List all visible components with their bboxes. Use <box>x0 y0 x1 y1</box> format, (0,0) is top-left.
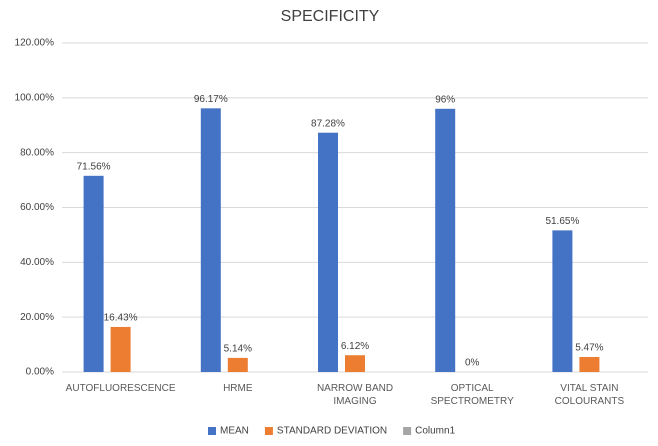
data-label: 5.47% <box>575 343 603 354</box>
x-tick-label: AUTOFLUORESCENCE <box>65 383 176 394</box>
data-label: 96.17% <box>194 94 228 105</box>
legend-swatch <box>264 427 273 435</box>
data-label: 71.56% <box>77 161 111 172</box>
bar <box>435 108 456 373</box>
data-label: 6.12% <box>341 341 369 352</box>
y-tick-label: 40.00% <box>20 257 54 268</box>
legend-label: MEAN <box>220 426 249 437</box>
y-tick-label: 100.00% <box>15 92 55 103</box>
bar <box>318 132 338 372</box>
bar <box>227 357 248 372</box>
bar <box>552 230 573 372</box>
y-tick-label: 120.00% <box>15 38 55 49</box>
y-tick-label: 80.00% <box>20 147 54 158</box>
data-label: 87.28% <box>311 118 345 129</box>
data-label: 5.14% <box>224 344 252 355</box>
y-tick-label: 20.00% <box>20 312 54 323</box>
legend-label: STANDARD DEVIATION <box>277 426 387 437</box>
data-label: 16.43% <box>104 313 138 324</box>
legend-label: Column1 <box>415 426 455 437</box>
y-tick-label: 0.00% <box>26 367 54 378</box>
x-tick-label: HRME <box>223 383 253 394</box>
x-tick-label: VITAL STAIN COLOURANTS <box>554 383 625 407</box>
legend-swatch <box>403 427 412 435</box>
data-label: 96% <box>435 94 455 105</box>
bar <box>579 357 600 372</box>
x-tick-label: NARROW BAND IMAGING <box>316 383 394 407</box>
y-tick-label: 60.00% <box>20 202 54 213</box>
x-tick-label: OPTICAL SPECTROMETRY <box>430 383 514 407</box>
legend-swatch <box>208 427 216 435</box>
chart-title: SPECIFICITY <box>281 8 380 25</box>
data-label: 0% <box>465 358 480 369</box>
bar <box>83 175 104 372</box>
data-label: 51.65% <box>545 216 579 227</box>
bar <box>110 326 131 372</box>
bar <box>345 355 365 372</box>
bar <box>200 108 221 372</box>
